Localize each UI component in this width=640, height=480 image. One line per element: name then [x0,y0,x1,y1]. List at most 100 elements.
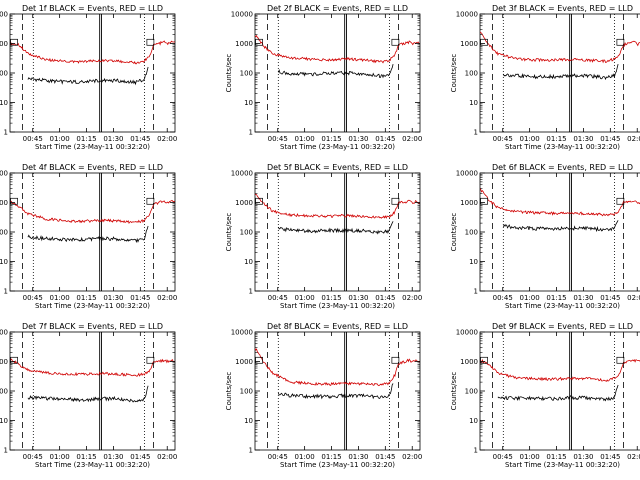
attenuator-box-marker [616,38,625,46]
y-tick-label: 100 [465,229,478,237]
x-tick-label: 01:15 [76,135,96,143]
x-tick-label: 02:00 [157,294,177,302]
events-series-line [497,384,619,402]
y-tick-label: 10000 [0,170,8,178]
plot-area [10,173,175,291]
plot-area [480,332,640,450]
y-tick-label: 10 [0,258,8,266]
plot-frame [9,13,176,133]
x-tick-label: 02:00 [627,294,640,302]
x-tick-label: 00:45 [268,453,288,461]
y-axis-label: Counts/sec [225,372,233,411]
plot-frame [479,13,640,133]
y-tick-label: 1 [474,129,478,137]
plot-frame [254,172,421,292]
x-tick-label: 01:45 [130,453,150,461]
x-tick-label: 01:15 [546,453,566,461]
attenuator-box-marker [480,38,488,46]
y-axis-label: Counts/sec [225,213,233,252]
panel-title: Det 1f BLACK = Events, RED = LLD [22,4,163,13]
lld-series-line [10,40,175,65]
detector-panel-3: Det 3f BLACK = Events, RED = LLD 1 10 100 10… [450,4,640,151]
x-tick-label: 01:45 [375,135,395,143]
detector-panel-4: Det 4f BLACK = Events, RED = LLD 1 10 100 10… [0,163,177,310]
attenuator-box-marker [10,38,18,46]
panel-title: Det 6f BLACK = Events, RED = LLD [492,163,633,172]
y-axis-label: Counts/sec [450,372,458,411]
y-tick-label: 1000 [460,199,478,207]
x-tick-label: 01:45 [600,453,620,461]
attenuator-box-marker [255,38,263,46]
x-tick-label: 01:45 [130,135,150,143]
lld-series-line [255,192,420,219]
events-series-line [502,220,619,233]
x-tick-label: 01:00 [50,294,70,302]
y-tick-label: 10000 [231,170,253,178]
x-axis-label: Start Time (23-May-11 00:32:20) [505,461,620,469]
x-tick-label: 00:45 [268,135,288,143]
x-tick-label: 01:45 [600,135,620,143]
attenuator-box-marker [391,356,400,364]
y-tick-label: 10000 [231,329,253,337]
x-tick-label: 01:15 [546,294,566,302]
x-axis-label: Start Time (23-May-11 00:32:20) [280,302,395,310]
y-tick-label: 1 [249,447,253,455]
y-tick-label: 1 [4,447,8,455]
x-tick-label: 01:00 [295,135,315,143]
detector-panel-5: Det 5f BLACK = Events, RED = LLD 1 10 100 10… [225,163,422,310]
x-tick-label: 01:30 [573,294,593,302]
lld-series-line [480,31,640,64]
y-axis-label: Counts/sec [450,213,458,252]
lld-series-line [10,200,175,224]
x-tick-label: 01:00 [520,453,540,461]
x-tick-label: 00:45 [493,135,513,143]
attenuator-box-marker [616,197,625,205]
x-tick-label: 01:45 [600,294,620,302]
plot-area [255,173,420,291]
y-axis-label: Counts/sec [225,54,233,93]
x-tick-label: 00:45 [493,294,513,302]
y-tick-label: 100 [465,388,478,396]
x-axis-label: Start Time (23-May-11 00:32:20) [35,143,150,151]
lld-series-line [255,348,420,387]
y-tick-label: 1000 [0,358,8,366]
x-tick-label: 00:45 [23,135,43,143]
plot-area [255,332,420,450]
x-tick-label: 01:00 [50,453,70,461]
plot-frame [479,172,640,292]
y-tick-label: 10000 [231,11,253,19]
detector-panel-9: Det 9f BLACK = Events, RED = LLD 1 10 100 10… [450,322,640,469]
y-tick-label: 10 [469,258,478,266]
x-tick-label: 01:00 [295,294,315,302]
attenuator-box-marker [10,356,18,364]
x-tick-label: 02:00 [157,135,177,143]
y-tick-label: 1 [474,288,478,296]
y-tick-label: 100 [0,388,8,396]
x-axis-label: Start Time (23-May-11 00:32:20) [35,302,150,310]
y-tick-label: 1000 [235,199,253,207]
y-tick-label: 10000 [0,11,8,19]
x-axis-label: Start Time (23-May-11 00:32:20) [280,461,395,469]
detector-panel-1: Det 1f BLACK = Events, RED = LLD 1 10 100 10… [0,4,177,151]
x-tick-label: 01:15 [321,294,341,302]
events-series-line [277,383,394,400]
panel-title: Det 5f BLACK = Events, RED = LLD [267,163,408,172]
detector-panel-6: Det 6f BLACK = Events, RED = LLD 1 10 100 10… [450,163,640,310]
y-tick-label: 1 [474,447,478,455]
x-tick-label: 02:00 [402,135,422,143]
x-tick-label: 01:30 [103,453,123,461]
events-series-line [277,221,394,235]
x-axis-label: Start Time (23-May-11 00:32:20) [280,143,395,151]
events-series-line [27,385,149,403]
lld-series-line [10,358,175,377]
x-tick-label: 01:30 [348,135,368,143]
x-tick-label: 01:30 [348,453,368,461]
y-axis-label: Counts/sec [450,54,458,93]
events-series-line [27,225,149,244]
x-tick-label: 01:00 [520,135,540,143]
x-tick-label: 01:30 [103,135,123,143]
events-series-line [277,64,394,79]
y-tick-label: 10 [244,258,253,266]
y-tick-label: 1000 [235,40,253,48]
x-tick-label: 01:30 [573,453,593,461]
